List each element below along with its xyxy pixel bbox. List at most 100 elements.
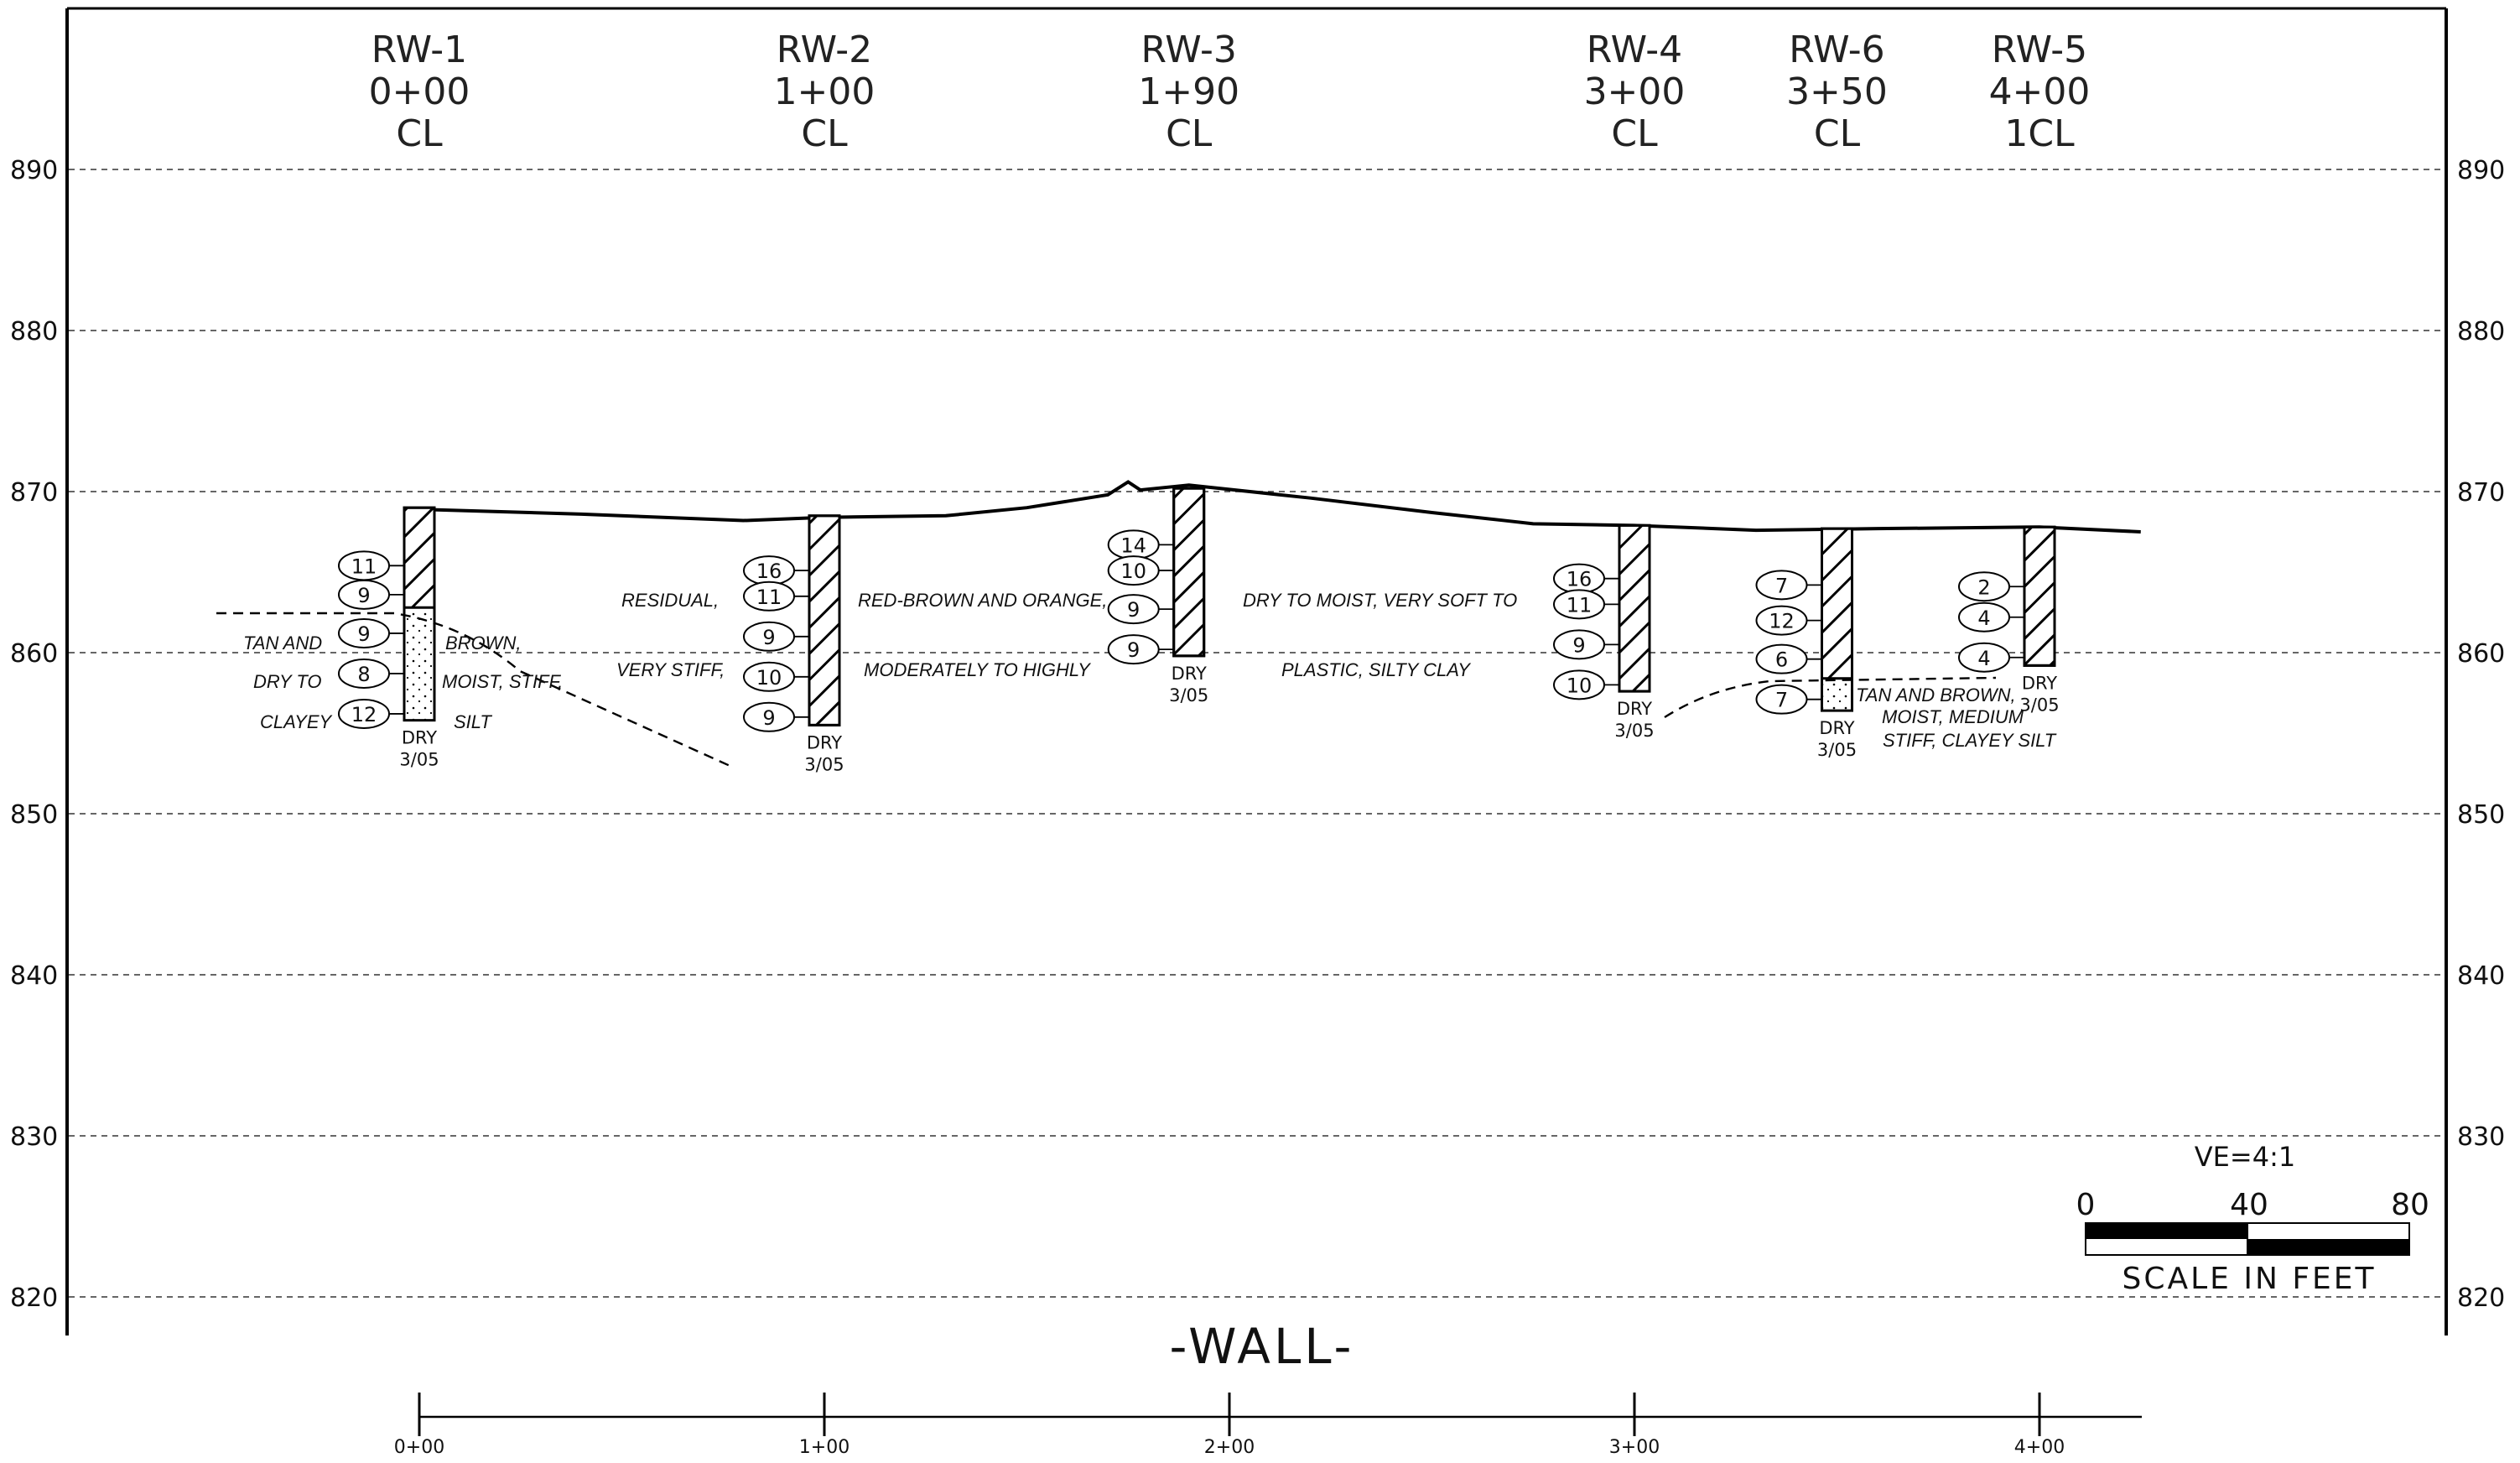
- spt-blow-count: 11: [351, 554, 377, 578]
- elevation-label-right: 850: [2457, 800, 2505, 830]
- spt-ellipse: [1553, 669, 1605, 700]
- boring-hatched-column: [2023, 525, 2056, 667]
- boring-date-label: 3/05: [1169, 685, 1208, 705]
- groundwater-label: DRY: [2022, 673, 2057, 693]
- spt-blow-count: 10: [756, 666, 782, 690]
- spt-blow-count: 9: [1572, 633, 1585, 657]
- spt-ellipse: [1755, 684, 1808, 715]
- spt-ellipse: [1755, 570, 1808, 601]
- spt-blow-count: 9: [357, 584, 370, 607]
- soil-description-left-col-1: TAN AND: [243, 633, 322, 653]
- spt-ellipse: [743, 621, 795, 652]
- elevation-label-left: 820: [10, 1283, 58, 1313]
- spt-blow-count: 9: [762, 706, 775, 730]
- spt-blow-count: 4: [1977, 647, 1990, 670]
- spt-blow-count: 9: [762, 626, 775, 649]
- boring-station-label: 1+90: [1138, 70, 1239, 113]
- boring-stippled-column: [1821, 677, 1853, 712]
- spt-blow-count: 16: [756, 560, 782, 583]
- scale-label-80: 80: [2391, 1188, 2429, 1222]
- elevation-label-right: 840: [2457, 961, 2505, 991]
- spt-ellipse: [1755, 643, 1808, 674]
- boring-hatched-column: [1618, 523, 1651, 693]
- spt-ellipse: [1958, 601, 2010, 633]
- boring-offset-label: CL: [1611, 112, 1658, 155]
- boring-id-label: RW-4: [1587, 29, 1682, 71]
- groundwater-label: DRY: [1172, 664, 1207, 684]
- boring-station-label: 4+00: [1989, 70, 2091, 113]
- boring-hatched-column: [1821, 527, 1853, 680]
- spt-ellipse: [1958, 571, 2010, 602]
- boring-station-label: 3+00: [1584, 70, 1686, 113]
- scale-bar-fill-2: [2247, 1239, 2409, 1255]
- spt-ellipse: [338, 617, 390, 648]
- boring-offset-label: CL: [396, 112, 443, 155]
- soil-description-rw6: STIFF, CLAYEY SILT: [1883, 730, 2057, 751]
- boring-station-label: 0+00: [369, 70, 470, 113]
- boring-stippled-column: [403, 607, 435, 721]
- soil-descriptions: TAN AND DRY TO CLAYEY BROWN, MOIST, STIFF, SI…: [243, 590, 2057, 751]
- boring-id-label: RW-3: [1141, 29, 1237, 71]
- elevation-label-right: 830: [2457, 1122, 2505, 1152]
- boring-hatched-column: [403, 506, 436, 609]
- boring-id-label: RW-5: [1992, 29, 2087, 71]
- ground-profile: [418, 480, 2141, 534]
- spt-blow-count: 9: [1127, 638, 1140, 662]
- boring-date-label: 3/05: [2019, 695, 2059, 715]
- spt-blow-count: 10: [1120, 560, 1146, 583]
- borings: RW-10+00CL1199812DRY3/05RW-21+00CL161191…: [338, 29, 2091, 774]
- ground-surface-line: [418, 480, 2141, 534]
- boring-date-label: 3/05: [399, 750, 439, 770]
- groundwater-label: DRY: [807, 732, 842, 752]
- spt-ellipse: [1958, 642, 2010, 673]
- boring-offset-label: CL: [801, 112, 848, 155]
- boring-id-label: RW-6: [1789, 29, 1884, 71]
- boring-date-label: 3/05: [804, 754, 844, 774]
- boring-id-label: RW-2: [777, 29, 872, 71]
- soil-description-residual: VERY STIFF,: [616, 659, 725, 680]
- spt-blow-count: 8: [357, 663, 370, 686]
- spt-ellipse: [743, 701, 795, 732]
- soil-description-middle: RED-BROWN AND ORANGE,: [858, 590, 1107, 611]
- boring-outline: [403, 506, 436, 722]
- elevation-label-left: 880: [10, 317, 58, 346]
- elevation-label-left: 890: [10, 156, 58, 185]
- boring-offset-label: 1CL: [2004, 112, 2075, 155]
- elevation-label-right: 890: [2457, 156, 2505, 185]
- elevation-label-right: 820: [2457, 1283, 2505, 1313]
- spt-blow-count: 10: [1567, 674, 1593, 697]
- elevation-label-left: 860: [10, 639, 58, 669]
- spt-blow-count: 9: [357, 622, 370, 646]
- boring-outline: [1618, 523, 1651, 693]
- spt-ellipse: [1107, 594, 1160, 625]
- spt-ellipse: [743, 581, 795, 612]
- elevation-label-left: 850: [10, 800, 58, 830]
- boring-hatched-column: [1172, 487, 1206, 658]
- spt-blow-count: 2: [1977, 575, 1990, 599]
- boring-hatched-column: [808, 514, 841, 726]
- boring-date-label: 3/05: [1817, 740, 1857, 760]
- boring-id-label: RW-1: [372, 29, 467, 71]
- soil-description-left-col-2: BROWN,: [445, 633, 521, 653]
- station-label: 3+00: [1609, 1437, 1660, 1458]
- spt-blow-count: 9: [1127, 598, 1140, 622]
- spt-blow-count: 16: [1567, 568, 1593, 591]
- spt-blow-count: 14: [1120, 534, 1146, 557]
- scale-label-40: 40: [2230, 1188, 2268, 1222]
- spt-ellipse: [1107, 555, 1160, 586]
- soil-description-left-col-1: DRY TO: [253, 671, 322, 692]
- station-label: 4+00: [2014, 1437, 2065, 1458]
- soil-description-left-col-1: CLAYEY: [260, 711, 333, 732]
- elevation-label-left: 840: [10, 961, 58, 991]
- elevation-label-right: 880: [2457, 317, 2505, 346]
- groundwater-label: DRY: [1617, 699, 1652, 719]
- scale-caption: SCALE IN FEET: [2122, 1262, 2376, 1296]
- spt-blow-count: 12: [1769, 610, 1795, 633]
- spt-ellipse: [1755, 605, 1808, 636]
- spt-ellipse: [1553, 589, 1605, 620]
